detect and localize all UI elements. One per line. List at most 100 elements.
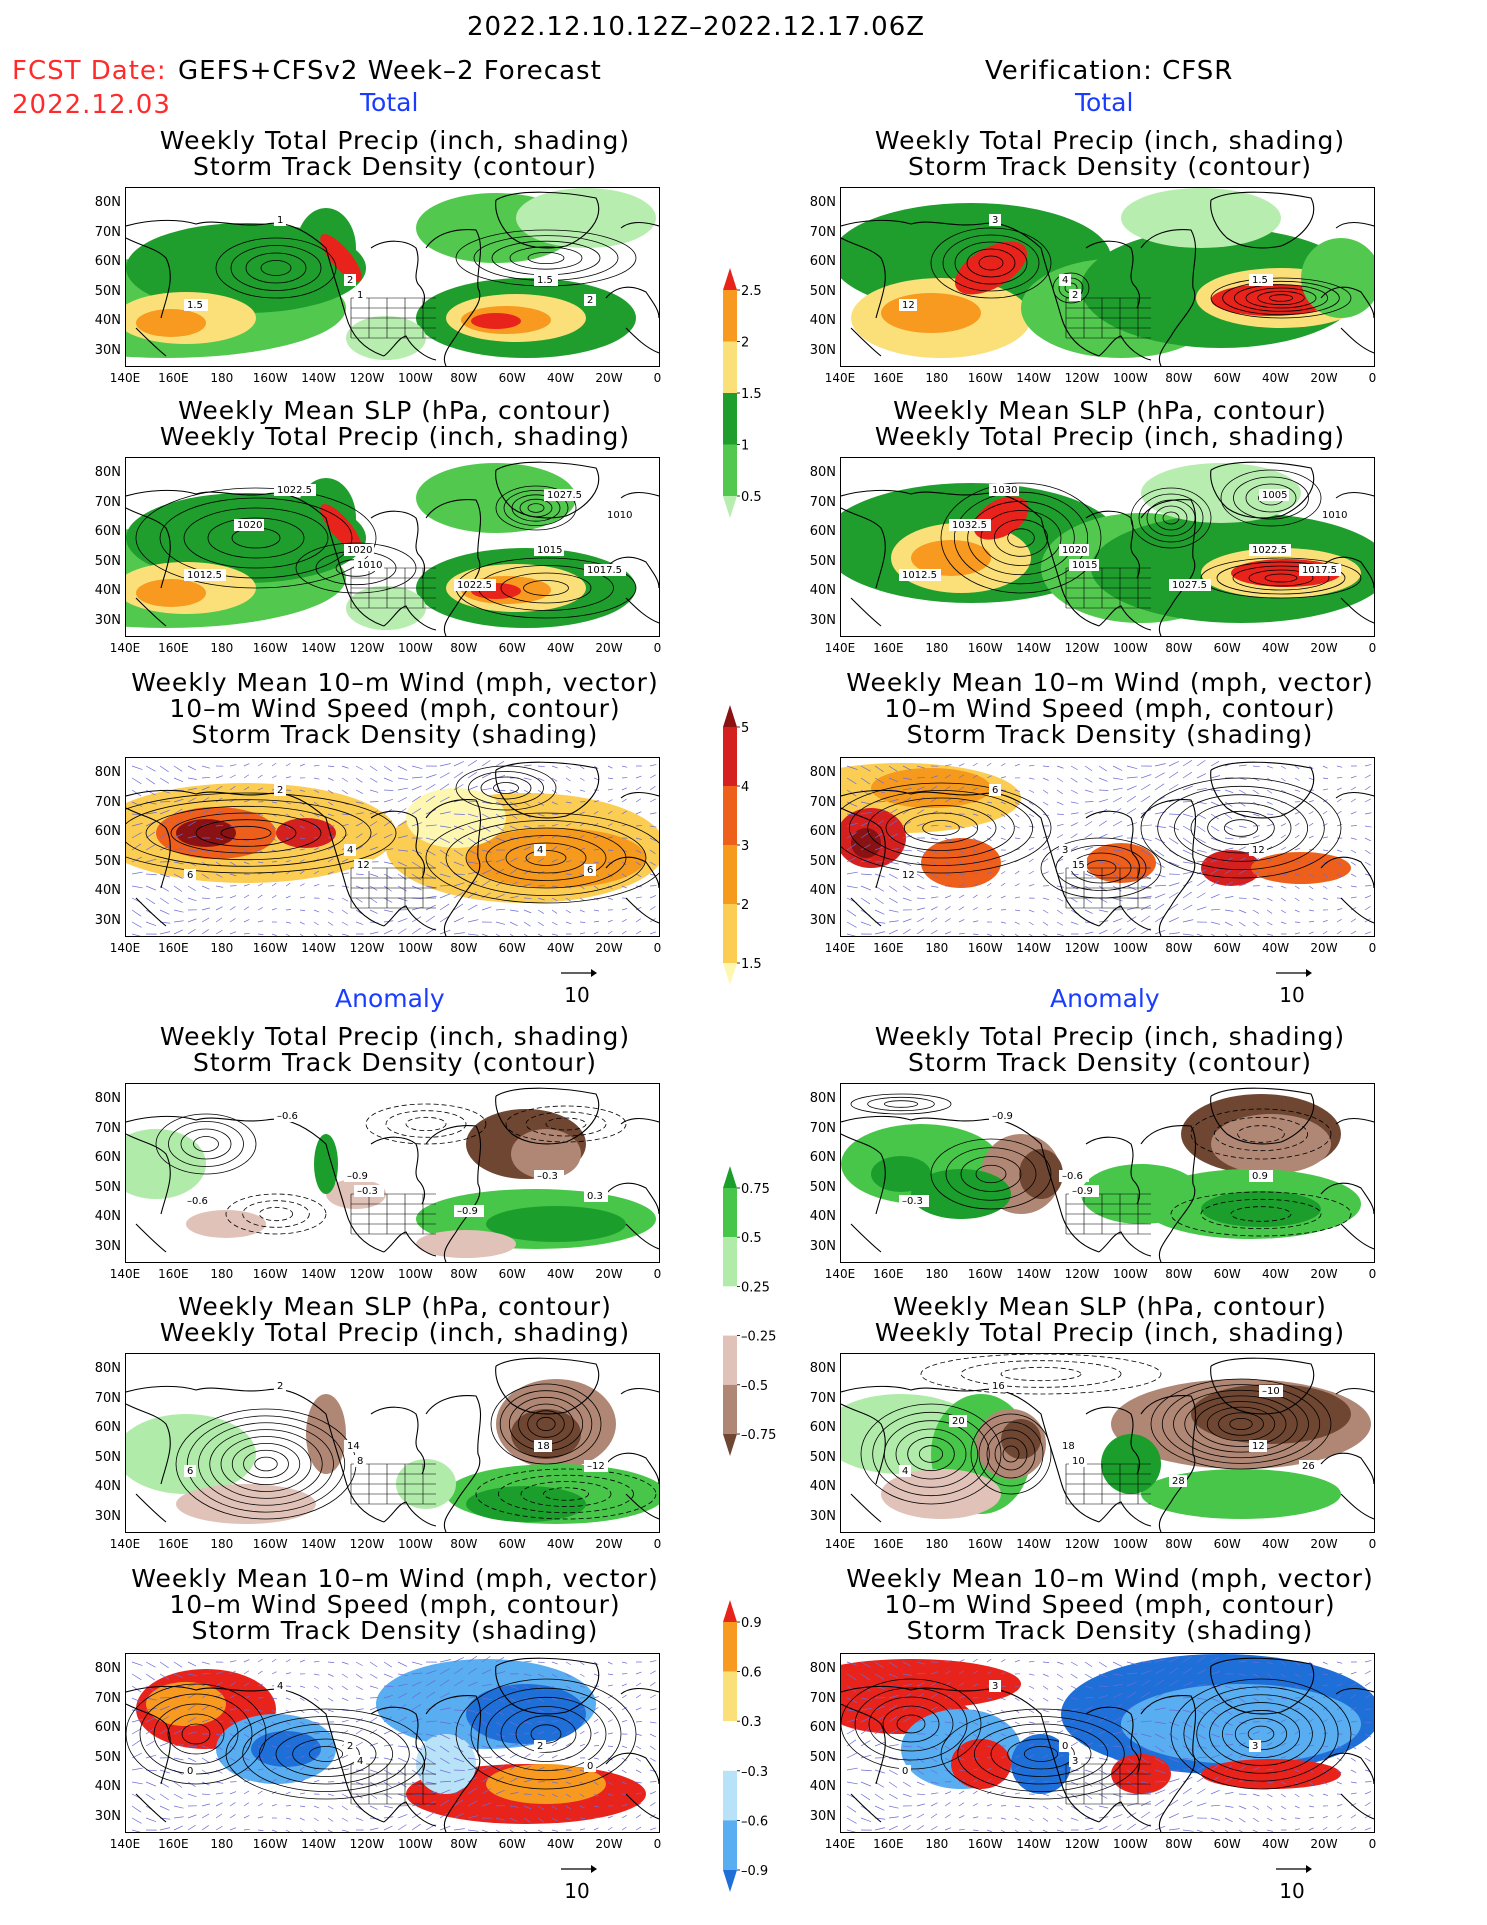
wind-vector [1336, 798, 1342, 803]
wind-vector [229, 1757, 236, 1762]
contour-line [242, 1200, 310, 1228]
wind-vector [131, 1781, 143, 1785]
longitude-tick-label: 160E [873, 941, 904, 955]
wind-vector [565, 834, 571, 839]
wind-vector [1042, 1697, 1049, 1702]
coastline [126, 1133, 171, 1215]
wind-vector [145, 897, 156, 905]
contour-label: –0.9 [992, 1111, 1013, 1122]
section-label-anomaly-verification: Anomaly [1050, 984, 1160, 1013]
wind-vector [579, 1817, 586, 1819]
wind-vector [439, 837, 451, 844]
contour-line [841, 782, 1052, 874]
wind-vector [145, 1661, 156, 1668]
wind-vector [271, 1829, 277, 1832]
wind-vector [523, 1732, 532, 1735]
contour-label: 12 [902, 870, 915, 881]
wind-vector [1070, 1661, 1078, 1667]
wind-vector [1028, 933, 1033, 936]
wind-vector [1056, 885, 1064, 888]
wind-vector [1028, 1673, 1035, 1676]
shading-region [851, 828, 881, 858]
wind-vector [397, 1814, 408, 1819]
wind-vector [888, 1673, 899, 1678]
wind-vector [649, 1791, 657, 1795]
wind-vector [1294, 1730, 1300, 1735]
wind-vector [1098, 929, 1108, 935]
contour-line [940, 1708, 1142, 1800]
wind-vector [579, 1661, 585, 1666]
latitude-tick-label: 60N [94, 1150, 121, 1165]
wind-vector [1112, 849, 1123, 852]
wind-vector [1028, 921, 1034, 926]
wind-vector [439, 1692, 450, 1699]
coastline [1340, 897, 1374, 924]
wind-vector [523, 869, 531, 875]
longitude-tick-label: 120W [1064, 1537, 1100, 1551]
contour-label-box [1059, 844, 1071, 856]
wind-vector [1350, 1792, 1357, 1795]
wind-vector [467, 861, 479, 864]
wind-vector [411, 765, 423, 770]
wind-vector [1112, 1757, 1123, 1763]
contour-label: 3 [1072, 1756, 1078, 1767]
wind-vector [1042, 1661, 1050, 1663]
wind-vector [229, 786, 236, 791]
contour-label-box [1299, 1460, 1317, 1472]
wind-vector [1308, 835, 1314, 839]
wind-vector [972, 1721, 978, 1726]
wind-vector [369, 1661, 378, 1668]
contour-label-box [354, 1455, 366, 1467]
contour-line [509, 246, 583, 270]
wind-vector [1336, 908, 1343, 911]
wind-vector [1000, 1817, 1006, 1820]
wind-vector [467, 1800, 478, 1807]
contour-line [254, 1456, 278, 1472]
wind-vector [635, 1781, 642, 1784]
latitude-tick-label: 60N [94, 1420, 121, 1435]
wind-vector [453, 882, 465, 887]
coastline [135, 1793, 167, 1823]
longitude-tick-label: 40W [547, 1837, 575, 1851]
wind-vector [215, 930, 223, 935]
contour-label: 1012.5 [902, 570, 937, 581]
wind-vector [481, 906, 492, 911]
contour-label: –0.3 [357, 1186, 378, 1197]
longitude-tick-label: 80W [1165, 1837, 1193, 1851]
wind-vector [1056, 921, 1064, 926]
wind-vector [1014, 813, 1020, 818]
coastline [625, 1223, 659, 1250]
wind-vector [257, 849, 263, 853]
coastline [126, 237, 171, 319]
wind-vector [439, 915, 450, 923]
wind-vector [621, 1781, 628, 1785]
wind-vector [902, 897, 912, 902]
wind-vector [986, 825, 992, 830]
wind-vector [1168, 1733, 1179, 1741]
wind-vector [1350, 837, 1357, 840]
wind-vector [1154, 1757, 1165, 1764]
wind-vector [509, 1805, 519, 1808]
wind-vector [635, 861, 642, 866]
wind-vector [1042, 858, 1049, 863]
wind-vector [635, 1721, 642, 1723]
contour-line [1157, 785, 1325, 871]
contour-line [536, 1416, 556, 1432]
contour-label: 26 [1302, 1461, 1315, 1472]
wind-vector [341, 1709, 349, 1711]
longitude-tick-label: 100W [1113, 371, 1148, 385]
wind-vector [1028, 909, 1035, 913]
wind-vector [383, 861, 394, 865]
wind-vector [229, 1733, 237, 1738]
coastline [1098, 905, 1152, 931]
wind-vector [1000, 801, 1006, 805]
wind-vector [1028, 1780, 1035, 1783]
latitude-tick-label: 80N [809, 465, 836, 480]
contour-line [445, 820, 647, 896]
wind-vector [327, 777, 334, 781]
longitude-tick-label: 0 [653, 371, 662, 385]
wind-vector [1336, 765, 1343, 768]
wind-vector [1112, 1716, 1122, 1723]
wind-vector [453, 1799, 464, 1807]
contour-layer [930, 227, 1352, 319]
